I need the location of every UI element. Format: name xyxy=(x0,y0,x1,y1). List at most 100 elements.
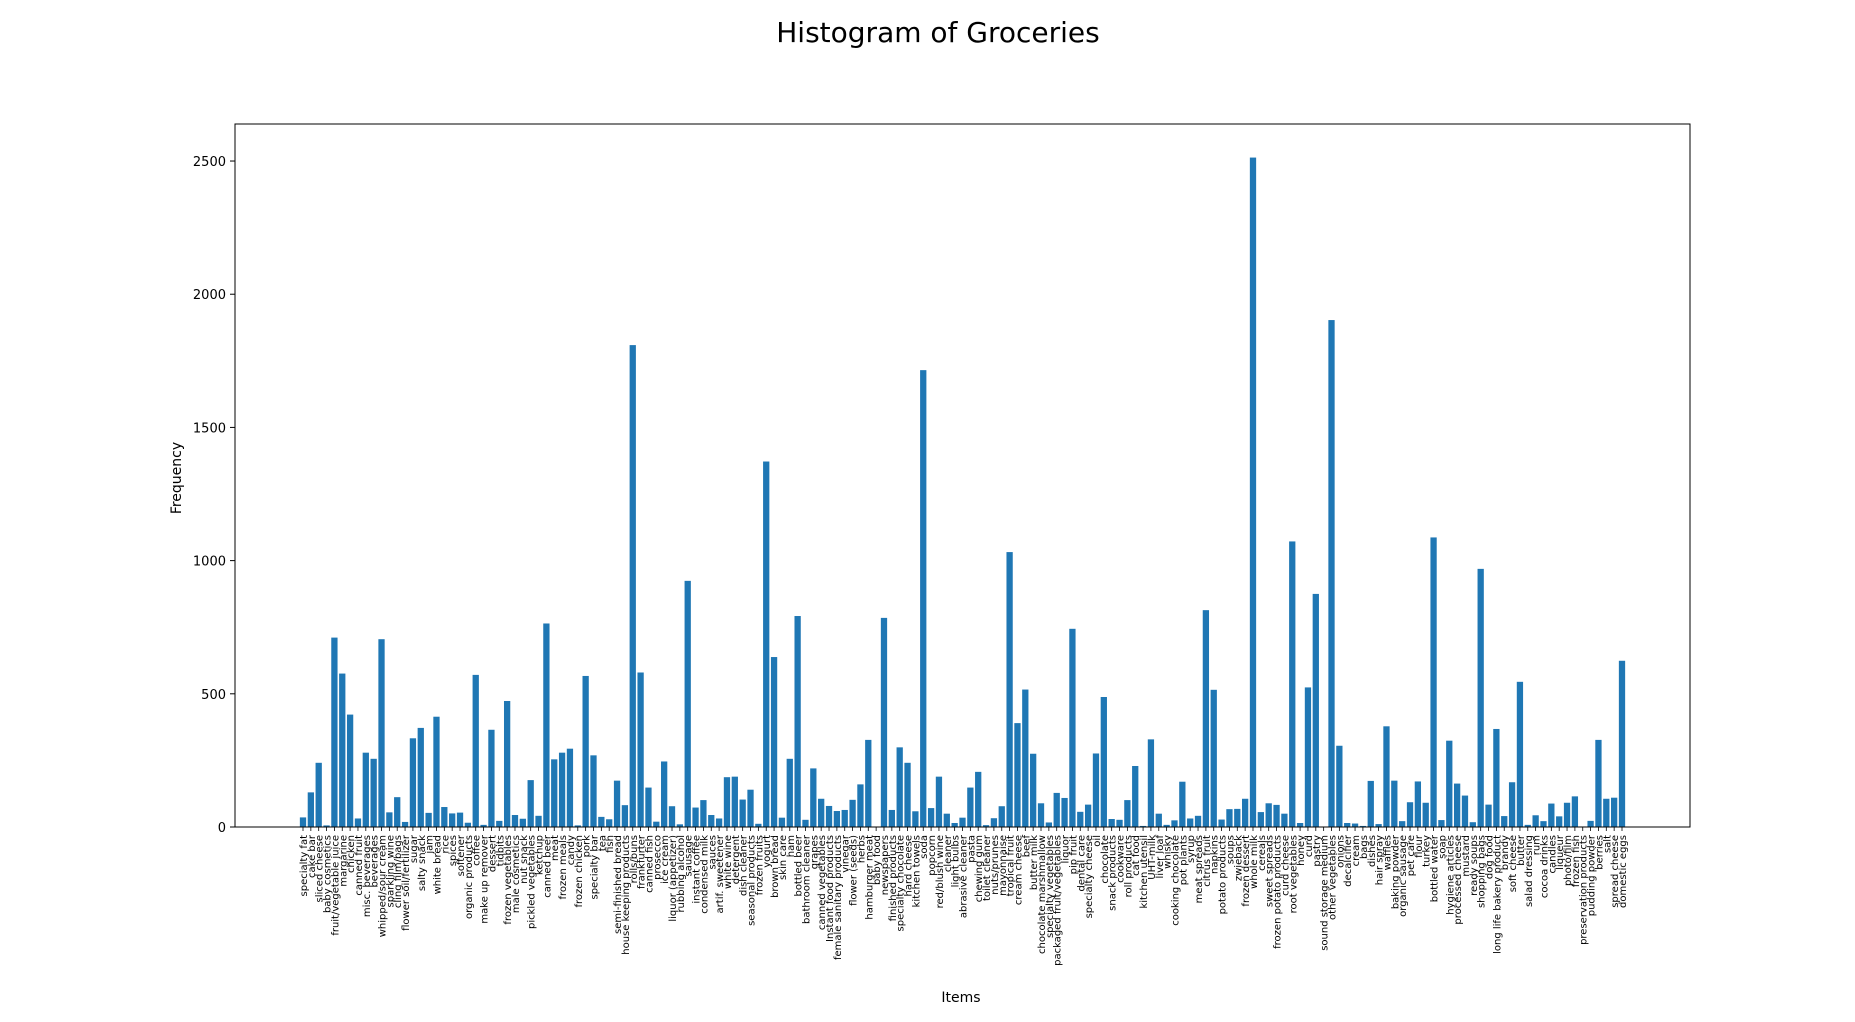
x-tick-label: pot plants xyxy=(1178,835,1189,885)
x-tick-label: kitchen towels xyxy=(911,835,922,907)
x-tick-label: baby cosmetics xyxy=(323,835,334,913)
bar xyxy=(1375,824,1382,827)
bar xyxy=(433,716,440,827)
x-tick-label: sound storage medium xyxy=(1320,835,1331,951)
bar xyxy=(653,821,660,827)
bar xyxy=(1163,824,1170,827)
x-tick-label: specialty cheese xyxy=(1084,835,1095,918)
y-tick-label: 1500 xyxy=(193,421,226,436)
x-tick-label: sliced cheese xyxy=(315,835,326,902)
bar xyxy=(1548,803,1555,827)
bar xyxy=(731,776,738,827)
bar xyxy=(786,758,793,827)
x-tick-label: turkey xyxy=(1422,835,1433,867)
x-tick-label: baby food xyxy=(872,835,883,885)
bar xyxy=(912,811,919,827)
bar xyxy=(386,812,393,827)
x-tick-label: pudding powder xyxy=(1587,834,1598,916)
x-tick-label: ready soups xyxy=(1469,835,1480,896)
bar xyxy=(1022,689,1029,827)
x-tick-label: sugar xyxy=(409,834,420,863)
bar xyxy=(747,789,754,827)
x-tick-label: condensed milk xyxy=(699,835,710,914)
bar xyxy=(1336,745,1343,827)
x-tick-label: dental care xyxy=(1076,835,1087,892)
bar xyxy=(739,799,746,827)
x-tick-label: softener xyxy=(456,834,467,876)
bar xyxy=(833,811,841,827)
bar xyxy=(1210,689,1217,827)
x-tick-label: potato products xyxy=(1218,835,1229,914)
x-tick-label: hamburger meat xyxy=(864,835,875,920)
x-tick-label: whipped/sour cream xyxy=(378,835,389,937)
x-tick-label: decalcifier xyxy=(1343,834,1354,887)
x-tick-label: packaged fruit/vegetables xyxy=(1053,835,1064,966)
bar xyxy=(378,639,385,827)
bar xyxy=(339,673,346,827)
x-tick-label: zwieback xyxy=(1233,835,1244,881)
x-tick-label: chocolate xyxy=(1100,835,1111,884)
bar xyxy=(637,672,644,827)
x-tick-label: honey xyxy=(1296,835,1307,866)
x-tick-label: newspapers xyxy=(880,835,891,895)
bar xyxy=(558,752,566,827)
x-tick-label: bottled water xyxy=(1430,834,1441,902)
x-tick-label: artif. sweetener xyxy=(715,834,726,913)
x-tick-label: roll products xyxy=(1123,835,1134,897)
x-tick-label: soda xyxy=(919,835,930,859)
x-tick-label: frozen vegetables xyxy=(503,835,514,925)
bar xyxy=(1187,818,1194,827)
x-tick-label: cream cheese xyxy=(1013,835,1024,905)
bar xyxy=(409,738,417,827)
bar xyxy=(1116,819,1123,827)
bar xyxy=(888,809,895,827)
x-tick-label: organic sausage xyxy=(1398,835,1409,917)
x-tick-label: pip fruit xyxy=(1068,835,1079,874)
bar xyxy=(943,813,950,827)
bar xyxy=(566,748,574,827)
x-tick-label: frankfurter xyxy=(637,834,648,889)
x-tick-label: beverages xyxy=(370,835,381,888)
bar xyxy=(951,823,958,827)
x-tick-label: rubbing alcohol xyxy=(676,835,687,913)
x-tick-label: dog food xyxy=(1485,835,1496,879)
bar xyxy=(967,787,974,827)
bar xyxy=(1399,821,1406,827)
bar xyxy=(1202,610,1210,827)
x-tick-label: fruit/vegetable juice xyxy=(330,835,341,936)
x-tick-label: sauces xyxy=(707,835,718,870)
bar xyxy=(1571,796,1579,827)
x-tick-label: ice cream xyxy=(660,835,671,884)
x-tick-label: seasonal products xyxy=(747,835,758,926)
x-tick-label: pasta xyxy=(966,835,977,863)
bar xyxy=(543,623,550,827)
bar xyxy=(417,727,424,827)
x-tick-label: specialty bar xyxy=(589,834,600,899)
bar xyxy=(692,807,699,827)
bar xyxy=(1477,568,1484,827)
bar xyxy=(323,825,330,827)
x-tick-label: popcorn xyxy=(927,835,938,876)
x-tick-label: canned fruit xyxy=(354,835,365,896)
bar xyxy=(496,820,503,827)
bar xyxy=(1226,809,1233,827)
bar xyxy=(1132,765,1139,827)
x-tick-label: mustard xyxy=(1461,835,1472,877)
bar xyxy=(1234,808,1241,827)
x-tick-label: berries xyxy=(1594,835,1605,870)
x-tick-label: rolls/buns xyxy=(629,835,640,883)
axes-frame xyxy=(234,123,1691,828)
x-tick-label: onions xyxy=(1335,835,1346,868)
x-tick-label: tidbits xyxy=(495,835,506,866)
bar xyxy=(1587,820,1594,827)
x-tick-label: nut snack xyxy=(519,835,530,884)
x-tick-label: photo/film xyxy=(1563,835,1574,886)
bar xyxy=(1124,800,1131,827)
x-tick-label: canned beer xyxy=(542,834,553,898)
x-tick-label: frozen meals xyxy=(558,835,569,899)
bar xyxy=(1485,804,1492,827)
x-axis-label: Items xyxy=(941,990,980,1006)
x-tick-label: flower (seeds) xyxy=(849,835,860,906)
x-tick-label: hair spray xyxy=(1375,835,1386,885)
